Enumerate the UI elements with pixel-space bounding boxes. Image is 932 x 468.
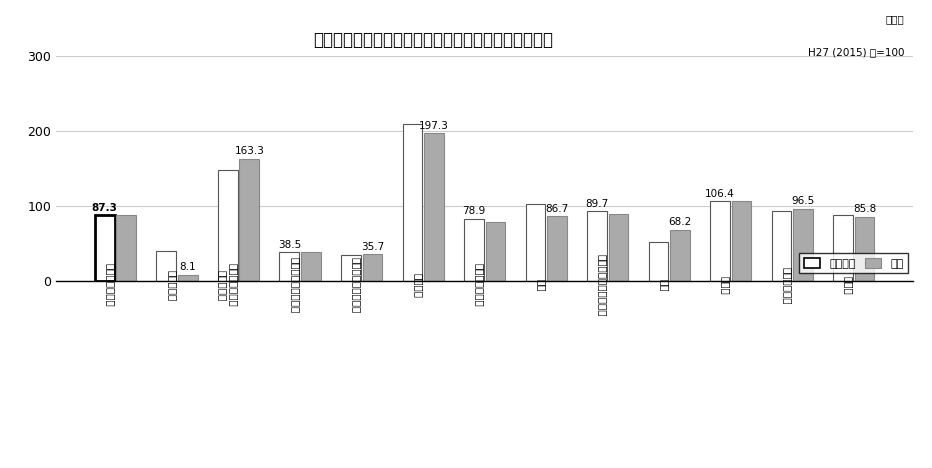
Bar (772, 211, 791, 281)
Text: 85.8: 85.8 (853, 205, 876, 214)
Bar (710, 201, 730, 281)
Bar (486, 222, 505, 281)
Text: 8.1: 8.1 (180, 263, 196, 272)
Text: 電気・情報通信機械: 電気・情報通信機械 (351, 257, 362, 314)
Text: 輸送機械: 輸送機械 (413, 273, 423, 298)
Bar (301, 252, 321, 281)
Text: 食料品: 食料品 (720, 276, 731, 295)
Bar (609, 213, 628, 281)
Text: 163.3: 163.3 (234, 146, 265, 156)
Text: 原指数: 原指数 (885, 14, 904, 24)
Text: 窯業・土石製品: 窯業・土石製品 (474, 263, 485, 307)
Text: 87.3: 87.3 (91, 203, 117, 213)
Bar (95, 215, 115, 281)
Bar (833, 215, 853, 281)
Bar (464, 219, 484, 281)
Bar (547, 216, 567, 281)
Text: 78.9: 78.9 (462, 206, 486, 216)
Bar (424, 133, 444, 281)
Text: その他: その他 (843, 276, 854, 295)
Bar (403, 124, 422, 281)
Text: 106.4: 106.4 (706, 189, 734, 199)
Bar (855, 217, 874, 281)
Text: 電子部品・デバイス: 電子部品・デバイス (290, 257, 300, 314)
Title: 業種別の生産指数（原指数）の当月と前年同月の比較: 業種別の生産指数（原指数）の当月と前年同月の比較 (313, 31, 554, 49)
Text: パルプ・紙・紙加工品: パルプ・紙・紙加工品 (597, 254, 608, 316)
Bar (793, 209, 813, 281)
Bar (732, 201, 751, 281)
Bar (280, 252, 299, 281)
Bar (587, 211, 607, 281)
Bar (526, 204, 545, 281)
Text: 鉱工業（総合）: 鉱工業（総合） (105, 263, 116, 307)
Text: 197.3: 197.3 (419, 121, 449, 131)
Bar (240, 159, 259, 281)
Text: 木材・木製品: 木材・木製品 (782, 267, 792, 304)
Text: 86.7: 86.7 (545, 204, 569, 213)
Bar (116, 215, 136, 281)
Text: 化学: 化学 (536, 279, 546, 292)
Text: 繊維: 繊維 (659, 279, 669, 292)
Text: 68.2: 68.2 (668, 218, 692, 227)
Bar (157, 251, 176, 281)
Text: 38.5: 38.5 (278, 240, 301, 250)
Text: H27 (2015) 年=100: H27 (2015) 年=100 (807, 47, 904, 57)
Legend: 前年同月, 当月: 前年同月, 当月 (799, 253, 908, 273)
Text: 汎用・生産用・
業務用機械: 汎用・生産用・ 業務用機械 (217, 263, 239, 307)
Text: 96.5: 96.5 (791, 196, 815, 206)
Bar (341, 255, 361, 281)
Text: 35.7: 35.7 (361, 242, 384, 252)
Bar (178, 275, 198, 281)
Bar (649, 242, 668, 281)
Bar (218, 170, 238, 281)
Text: 鉄鋼・金属: 鉄鋼・金属 (167, 270, 177, 301)
Bar (363, 254, 382, 281)
Bar (670, 230, 690, 281)
Text: 89.7: 89.7 (585, 199, 609, 209)
